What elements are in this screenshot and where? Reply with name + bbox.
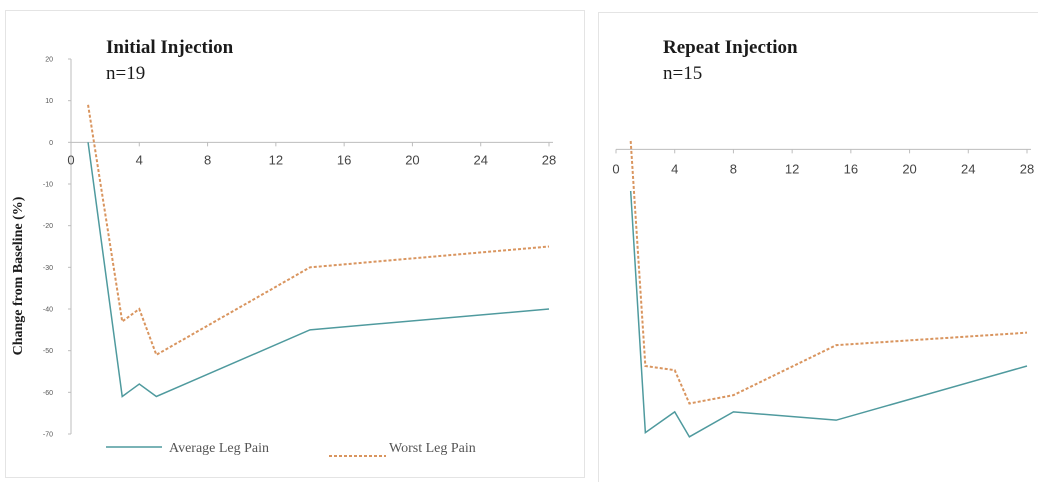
chart-repeat-injection: Repeat Injection n=15 0 4 8 12 16 20 24 28 <box>612 37 1034 438</box>
y-tick-label: 0 <box>49 140 53 147</box>
y-tick-label: -70 <box>43 432 53 439</box>
chart-title: Repeat Injection <box>663 37 798 58</box>
chart-subtitle: n=19 <box>106 63 145 84</box>
series-line-average-leg-pain <box>87 142 550 398</box>
x-tick-label: 20 <box>405 152 419 167</box>
legend-label-worst: Worst Leg Pain <box>389 441 476 456</box>
x-tick-label: 28 <box>1020 161 1034 176</box>
x-tick-label: 24 <box>473 152 487 167</box>
x-tick-label: 8 <box>730 161 737 176</box>
x-tick-label: 8 <box>204 152 211 167</box>
x-tick-label: 16 <box>337 152 351 167</box>
x-tick-label: 4 <box>136 152 143 167</box>
series-line-average-leg-pain <box>629 190 1028 438</box>
plot-area: 0 4 8 12 16 20 24 28 <box>612 140 1034 438</box>
x-tick-label: 0 <box>612 161 619 176</box>
chart-panel-initial: Initial Injection n=19 Change from Basel… <box>5 10 585 478</box>
x-tick-label: 0 <box>67 152 74 167</box>
chart-panel-repeat: Repeat Injection n=15 0 4 8 12 16 20 24 28 <box>598 12 1038 482</box>
x-tick-label: 12 <box>269 152 283 167</box>
series-line-worst-leg-pain <box>87 104 550 357</box>
y-axis-label: Change from Baseline (%) <box>11 196 26 355</box>
plot-area: 0 4 8 12 16 20 24 28 20 10 0 -10 -20 -30 -40 -50 -60 -70 <box>43 57 556 439</box>
chart-title: Initial Injection <box>106 37 234 58</box>
y-tick-label: 10 <box>45 98 53 105</box>
y-tick-label: -60 <box>43 390 53 397</box>
y-tick-label: -50 <box>43 348 53 355</box>
y-tick-label: 20 <box>45 57 53 64</box>
y-tick-label: -20 <box>43 223 53 230</box>
y-tick-label: -10 <box>43 182 53 189</box>
chart-subtitle: n=15 <box>663 63 702 84</box>
x-tick-label: 12 <box>785 161 799 176</box>
x-tick-label: 20 <box>902 161 916 176</box>
legend: Average Leg Pain Worst Leg Pain <box>106 441 476 457</box>
y-tick-label: -40 <box>43 307 53 314</box>
chart-initial-injection: Initial Injection n=19 Change from Basel… <box>11 37 556 457</box>
series-line-worst-leg-pain <box>629 140 1028 405</box>
legend-label-average: Average Leg Pain <box>169 441 269 456</box>
x-tick-label: 24 <box>961 161 975 176</box>
x-tick-label: 28 <box>542 152 556 167</box>
x-tick-label: 4 <box>671 161 678 176</box>
y-tick-label: -30 <box>43 265 53 272</box>
x-tick-label: 16 <box>844 161 858 176</box>
